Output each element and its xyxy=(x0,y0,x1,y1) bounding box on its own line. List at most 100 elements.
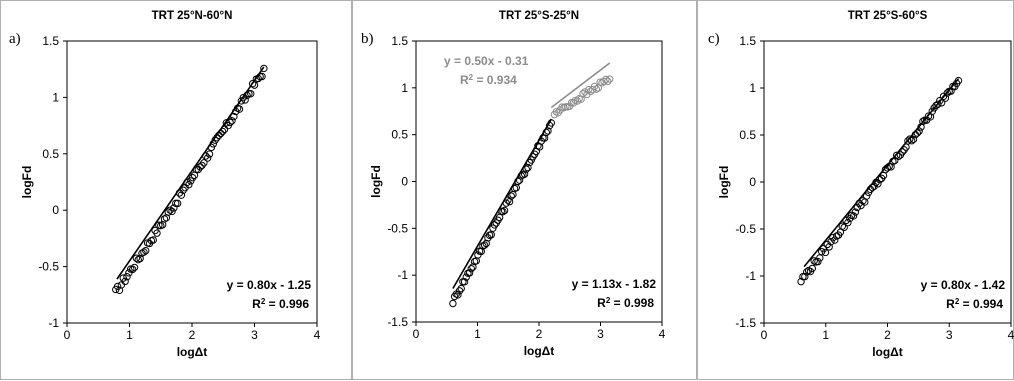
data-point xyxy=(906,135,914,143)
data-point xyxy=(235,105,244,113)
data-point xyxy=(862,192,871,200)
panel-label-b: b) xyxy=(361,31,374,47)
fit-equation: y = 0.80x - 1.25 xyxy=(227,278,312,292)
x-tick-label: 4 xyxy=(314,328,321,342)
data-point xyxy=(797,277,805,286)
data-point xyxy=(853,203,861,212)
data-point xyxy=(480,241,489,249)
data-point xyxy=(874,180,882,188)
chart-title: TRT 25°S-25°N xyxy=(499,10,579,22)
data-point xyxy=(142,246,150,255)
data-point xyxy=(177,191,186,199)
data-point xyxy=(160,215,169,223)
data-point xyxy=(954,76,963,85)
fit-line xyxy=(550,62,611,109)
chart-panel-b: TRT 25°S-25°N 0 1 2 3 4 -1.5 -1 -0.5 0 0.5 1 1.5 logΔ… xyxy=(352,0,697,380)
data-point xyxy=(260,64,268,73)
x-tick-label: 2 xyxy=(884,328,891,342)
data-point xyxy=(140,248,148,256)
data-point xyxy=(825,243,833,251)
data-point xyxy=(810,257,818,265)
data-point xyxy=(467,264,475,273)
chart-svg-b: TRT 25°S-25°N 0 1 2 3 4 -1.5 -1 -0.5 0 0.5 1 1.5 logΔ… xyxy=(369,10,666,358)
data-point xyxy=(168,207,176,216)
data-point xyxy=(128,265,137,274)
data-point xyxy=(113,282,122,291)
data-point xyxy=(455,287,464,295)
x-tick-label: 3 xyxy=(946,328,953,342)
y-tick-label: -1.5 xyxy=(387,315,408,329)
data-point xyxy=(226,118,234,127)
data-point xyxy=(130,263,139,272)
data-point xyxy=(460,278,469,286)
data-point xyxy=(200,159,208,167)
y-tick-label: 1 xyxy=(749,81,756,95)
y-tick-label: 1.5 xyxy=(739,34,756,48)
data-point xyxy=(579,89,587,98)
fit-r2-label: R2 = 0.996 xyxy=(252,297,309,312)
data-point xyxy=(457,284,465,293)
data-point xyxy=(170,204,178,212)
y-axis-label: logFd xyxy=(20,166,34,199)
data-point xyxy=(132,254,141,262)
data-point xyxy=(509,190,517,199)
data-point xyxy=(247,89,255,98)
data-point xyxy=(500,206,509,215)
x-axis-label: logΔt xyxy=(524,344,555,358)
data-point xyxy=(205,150,214,158)
chart-title: TRT 25°S-60°S xyxy=(848,10,928,22)
data-point xyxy=(138,249,146,257)
data-point xyxy=(239,93,247,102)
data-point xyxy=(573,97,581,105)
data-point xyxy=(173,199,182,208)
data-point xyxy=(230,112,238,121)
y-axis-label: logFd xyxy=(369,165,383,198)
y-tick-label: -0.5 xyxy=(38,260,59,274)
x-tick-label: 2 xyxy=(536,327,543,341)
fit-line xyxy=(452,118,552,289)
x-axis-label: logΔt xyxy=(177,345,208,359)
data-point xyxy=(524,163,532,172)
data-point xyxy=(851,208,860,216)
data-point xyxy=(125,269,133,277)
data-point xyxy=(185,180,193,189)
data-point xyxy=(477,247,485,256)
data-point xyxy=(844,218,852,227)
data-point xyxy=(465,269,474,277)
chart-svg-c: TRT 25°S-60°S 0 1 2 3 4 -1.5 -1 -0.5 0 0.5 1 1.5 logΔ… xyxy=(717,10,1014,359)
data-point xyxy=(499,207,507,216)
y-tick-label: 0.5 xyxy=(42,147,59,161)
data-point xyxy=(166,206,174,214)
data-point xyxy=(136,254,144,263)
y-tick-label: 0.5 xyxy=(739,128,756,142)
panel-label-a: a) xyxy=(9,31,21,47)
x-tick-label: 0 xyxy=(761,328,768,342)
fit-line xyxy=(116,66,265,280)
data-point xyxy=(258,72,266,81)
data-point xyxy=(801,272,809,281)
data-point xyxy=(859,197,867,205)
data-point xyxy=(203,154,212,162)
data-point xyxy=(808,264,816,273)
data-point xyxy=(228,117,236,125)
y-tick-label: -0.5 xyxy=(387,221,408,235)
data-point xyxy=(604,77,612,86)
data-point xyxy=(849,212,858,220)
y-axis-label: logFd xyxy=(717,166,731,199)
chart-panel-c: TRT 25°S-60°S 0 1 2 3 4 -1.5 -1 -0.5 0 0.5 1 1.5 logΔ… xyxy=(697,0,1014,380)
data-point xyxy=(121,277,129,286)
data-point xyxy=(814,257,822,266)
fit-equation: y = 0.80x - 1.42 xyxy=(921,278,1006,292)
data-point xyxy=(592,85,601,93)
data-point xyxy=(454,291,462,299)
data-point xyxy=(919,117,927,126)
data-point xyxy=(507,192,515,200)
x-axis-label: logΔt xyxy=(872,345,903,359)
data-point xyxy=(943,89,951,97)
x-tick-label: 4 xyxy=(659,327,666,341)
data-point xyxy=(802,268,811,276)
data-point xyxy=(838,222,846,230)
x-tick-label: 1 xyxy=(822,328,829,342)
data-point xyxy=(520,170,529,178)
y-tick-label: 1.5 xyxy=(391,34,408,48)
